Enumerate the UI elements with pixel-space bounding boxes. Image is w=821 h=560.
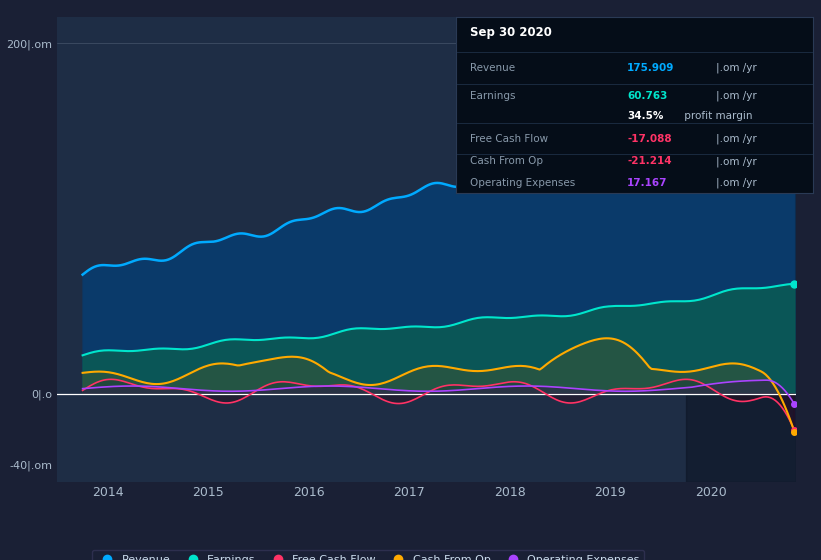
Text: 60.763: 60.763 [627, 91, 667, 101]
Text: Sep 30 2020: Sep 30 2020 [470, 26, 552, 39]
Text: |.om /yr: |.om /yr [717, 133, 757, 144]
Text: 17.167: 17.167 [627, 178, 667, 188]
Text: Free Cash Flow: Free Cash Flow [470, 133, 548, 143]
Text: |.om /yr: |.om /yr [717, 156, 757, 167]
Text: Cash From Op: Cash From Op [470, 156, 543, 166]
Text: |.om /yr: |.om /yr [717, 63, 757, 73]
Text: -17.088: -17.088 [627, 133, 672, 143]
Text: Earnings: Earnings [470, 91, 516, 101]
Text: Operating Expenses: Operating Expenses [470, 178, 576, 188]
Text: 175.909: 175.909 [627, 63, 675, 73]
Text: Revenue: Revenue [470, 63, 515, 73]
Text: profit margin: profit margin [681, 110, 752, 120]
Text: |.om /yr: |.om /yr [717, 91, 757, 101]
Legend: Revenue, Earnings, Free Cash Flow, Cash From Op, Operating Expenses: Revenue, Earnings, Free Cash Flow, Cash … [92, 550, 644, 560]
Text: 34.5%: 34.5% [627, 110, 663, 120]
Bar [686, 17, 796, 482]
Text: |.om /yr: |.om /yr [717, 178, 757, 188]
Text: -21.214: -21.214 [627, 156, 672, 166]
